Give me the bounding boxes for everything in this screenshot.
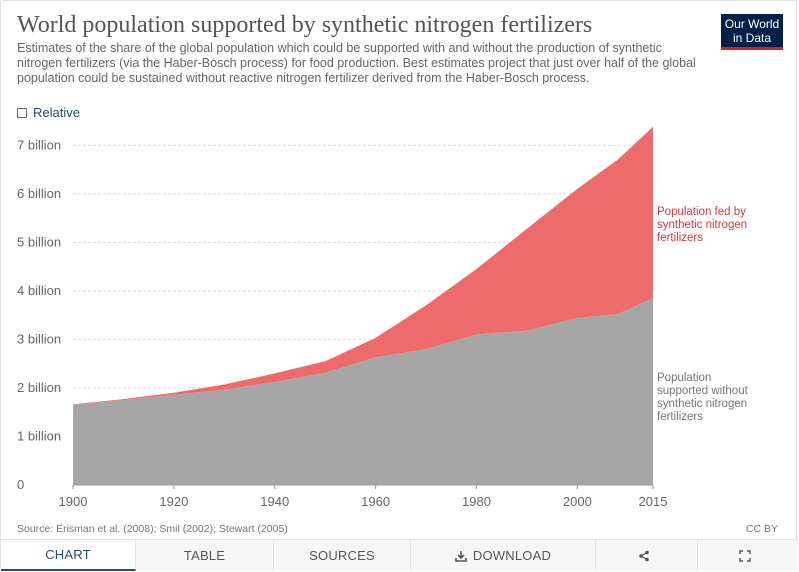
logo-line-1: Our World	[724, 17, 780, 31]
tab-table[interactable]: TABLE	[136, 540, 274, 571]
series-label-without-fertilizer: fertilizers	[657, 411, 703, 423]
series-label-without-fertilizer: synthetic nitrogen	[657, 398, 747, 410]
x-tick-label: 1900	[59, 494, 88, 509]
chart-subtitle: Estimates of the share of the global pop…	[17, 41, 696, 85]
download-icon	[455, 550, 467, 562]
y-tick-label: 3 billion	[17, 331, 61, 346]
share-icon	[638, 550, 649, 561]
license-label[interactable]: CC BY	[745, 523, 778, 535]
series-label-without-fertilizer: Population	[657, 372, 711, 384]
owid-logo[interactable]: Our World in Data	[721, 14, 783, 50]
y-tick-label: 4 billion	[17, 283, 61, 298]
series-area-without-fertilizer	[73, 298, 653, 485]
logo-line-2: in Data	[732, 31, 772, 45]
y-tick-label: 2 billion	[17, 380, 61, 395]
series-area-fertilizer-fed	[73, 126, 653, 405]
relative-checkbox[interactable]	[17, 107, 27, 118]
share-button[interactable]	[596, 540, 698, 571]
tab-chart[interactable]: CHART	[1, 540, 136, 571]
x-tick-label: 1960	[361, 494, 390, 509]
source-note[interactable]: Source: Erisman et al. (2008); Smil (200…	[17, 523, 288, 535]
y-tick-label: 7 billion	[17, 137, 61, 152]
y-tick-label: 1 billion	[17, 428, 61, 443]
x-tick-label: 1920	[159, 494, 188, 509]
series-label-fertilizer-fed: synthetic nitrogen	[657, 219, 747, 231]
x-tick-label: 1980	[462, 494, 491, 509]
download-label: DOWNLOAD	[472, 548, 552, 563]
tab-chart-label: CHART	[45, 547, 91, 562]
tab-bar: CHART TABLE SOURCES DOWNLOAD	[1, 539, 798, 571]
tab-sources-label: SOURCES	[309, 548, 375, 563]
series-label-fertilizer-fed: Population fed by	[657, 206, 746, 218]
series-label-fertilizer-fed: fertilizers	[657, 232, 703, 244]
y-tick-label: 0	[17, 477, 24, 492]
y-tick-label: 6 billion	[17, 186, 61, 201]
chart-area: 0 1 billion 2 billion 3 billion 4 billion 5 b…	[17, 126, 749, 509]
relative-toggle[interactable]: Relative	[17, 105, 80, 120]
tab-sources[interactable]: SOURCES	[274, 540, 411, 571]
x-tick-label: 2015	[639, 494, 668, 509]
page-title: World population supported by synthetic …	[17, 12, 593, 38]
x-tick-label: 2000	[563, 494, 592, 509]
y-tick-label: 5 billion	[17, 234, 61, 249]
x-tick-label: 1940	[260, 494, 289, 509]
download-button[interactable]: DOWNLOAD	[411, 540, 596, 571]
tab-table-label: TABLE	[183, 548, 226, 563]
series-label-without-fertilizer: supported without	[657, 385, 749, 397]
fullscreen-button[interactable]	[698, 540, 798, 571]
relative-label: Relative	[33, 105, 80, 120]
expand-icon	[739, 549, 751, 562]
